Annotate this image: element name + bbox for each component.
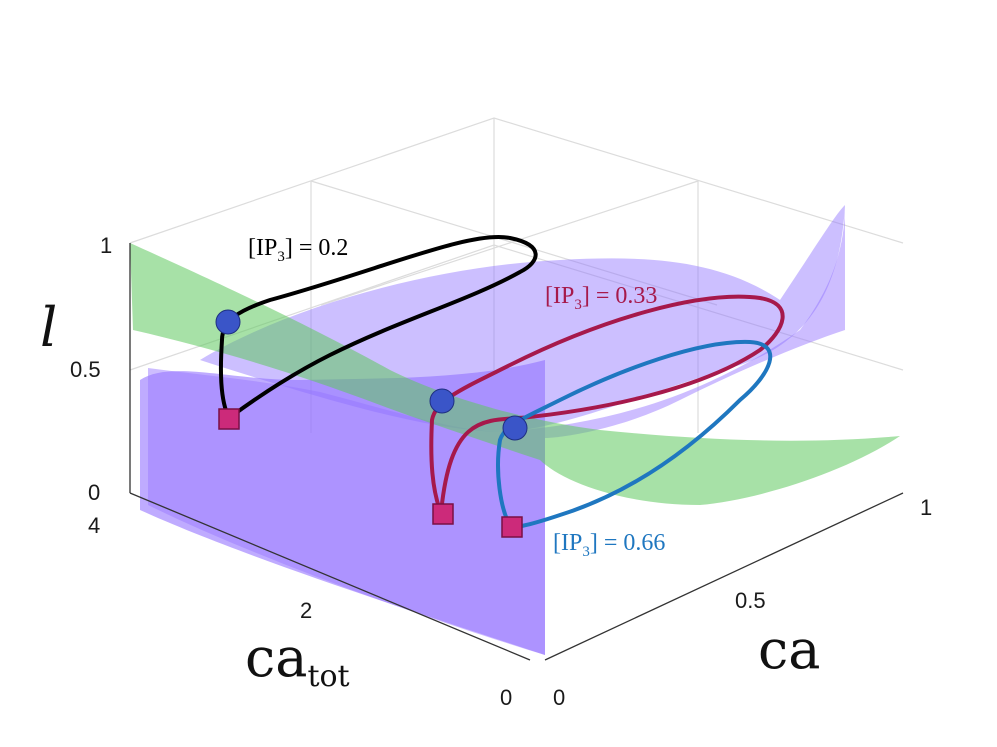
x-axis-line (544, 492, 904, 661)
trajectory-ip3-0.66 (496, 339, 773, 530)
annotation-ip3-0.33: [IP3] = 0.33 (545, 283, 657, 313)
z-tick-label: 0.5 (70, 357, 101, 382)
start-ip3-0.2 (218, 408, 240, 430)
annotation-ip3-0.2: [IP3] = 0.2 (248, 235, 348, 265)
x-axis-label: ca (758, 618, 820, 681)
y-axis-line (129, 492, 531, 661)
surface-ca-front (148, 205, 845, 655)
axis-lines (129, 243, 904, 661)
x-tick-label: 0 (553, 685, 565, 710)
start-markers (218, 408, 523, 538)
z-axis-label: l (40, 296, 57, 359)
start-ip3-0.66 (501, 516, 523, 538)
x-ticks: 0 0.5 1 (553, 495, 932, 710)
equilibrium-markers (215, 309, 528, 441)
y-tick-label: 0 (500, 685, 512, 710)
x-tick-label: 1 (920, 495, 932, 520)
gridline (129, 117, 904, 244)
z-tick-label: 0 (88, 480, 100, 505)
gridline (320, 180, 699, 306)
annotations: [IP3] = 0.2 [IP3] = 0.33 [IP3] = 0.66 (248, 235, 665, 560)
annotation-ip3-0.66: [IP3] = 0.66 (553, 530, 665, 560)
z-tick-label: 1 (100, 233, 112, 258)
y-tick-label: 2 (300, 598, 312, 623)
gridline (310, 180, 718, 306)
z-ticks: 1 0.5 0 (70, 233, 112, 505)
y-tick-label: 4 (88, 513, 100, 538)
x-tick-label: 0.5 (735, 588, 766, 613)
start-ip3-0.33 (432, 503, 454, 525)
equilibrium-ip3-0.2 (215, 309, 241, 335)
y-axis-label: catot (245, 626, 350, 694)
y-ticks: 4 2 0 (88, 513, 512, 710)
equilibrium-ip3-0.33 (429, 388, 455, 414)
equilibrium-ip3-0.66 (502, 415, 528, 441)
surface-l-nullcline (130, 243, 900, 505)
